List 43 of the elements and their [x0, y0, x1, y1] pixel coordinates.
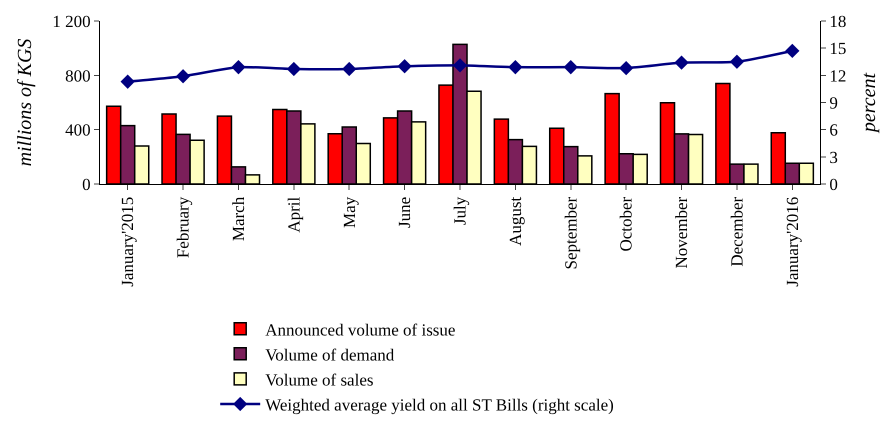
y-tick-label: 800 [65, 66, 91, 86]
x-tick-label: June [395, 196, 414, 228]
y-tick-label: 400 [65, 120, 91, 140]
point [452, 58, 468, 73]
point [564, 60, 578, 74]
legend-label: Volume of demand [265, 345, 395, 364]
y-tick-label: 1 200 [52, 12, 91, 31]
point [176, 69, 190, 84]
x-tick-label: October [616, 196, 636, 252]
point [508, 60, 523, 74]
x-tick-label: July [450, 196, 470, 226]
x-tick-label: March [228, 196, 248, 242]
x-tick-label: December [727, 196, 746, 267]
y2-tick-label: 9 [829, 93, 838, 112]
y2-tick-label: 18 [829, 12, 846, 31]
point [342, 62, 356, 76]
x-tick-label: January'2015 [118, 196, 138, 287]
point [286, 62, 301, 76]
y2-tick-label: 3 [829, 148, 838, 167]
point [231, 60, 246, 74]
point [730, 54, 744, 69]
x-tick-label: November [672, 196, 692, 269]
y2-tick-label: 12 [829, 66, 846, 86]
x-tick-label: August [506, 196, 525, 246]
x-tick-label: February [174, 196, 193, 258]
x-tick-label: April [284, 196, 304, 233]
point [674, 56, 689, 70]
x-tick-label: September [561, 196, 580, 270]
y-tick-label: 0 [82, 174, 91, 194]
x-tick-label: May [340, 196, 359, 228]
y2-axis-title: percent [858, 72, 880, 134]
y2-tick-label: 6 [829, 120, 838, 140]
point [619, 60, 634, 76]
point [397, 59, 412, 74]
point [785, 44, 800, 58]
legend-label: Weighted average yield on all ST Bills (right scale) [265, 396, 614, 415]
y-axis-title: millions of KGS [14, 38, 36, 166]
point [120, 74, 135, 89]
y2-tick-label: 15 [829, 39, 846, 58]
legend-label: Volume of sales [265, 370, 374, 390]
legend-label: Announced volume of issue [265, 320, 456, 340]
x-tick-label: January'2016 [782, 196, 802, 287]
y2-tick-label: 0 [829, 174, 838, 194]
